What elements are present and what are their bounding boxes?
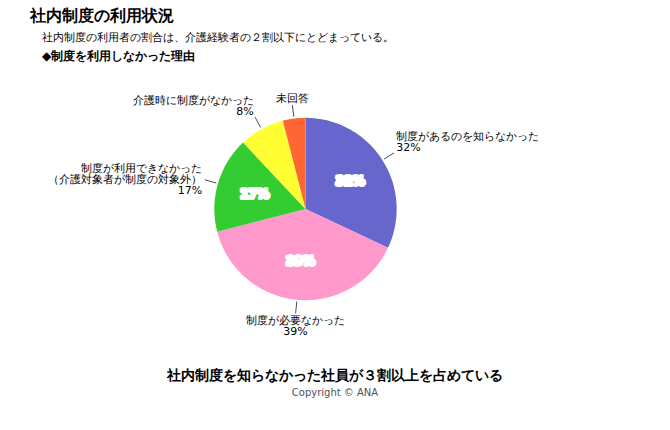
svg-text:32%: 32% [336, 174, 365, 188]
html-text:社内制度の利用状況: 社内制度の利用状況 [30, 6, 174, 25]
svg-text:制度が必要なかった39%: 制度が必要なかった39% [246, 314, 345, 338]
svg-text:介護時に制度がなかった8%: 介護時に制度がなかった8% [133, 94, 254, 118]
html-text:社内制度の利用者の割合は、介護経験者の２割以下にとどまってい: 社内制度の利用者の割合は、介護経験者の２割以下にとどまっている。 [42, 31, 394, 44]
html-text:◆制度を利用しなかった理由: ◆制度を利用しなかった理由 [42, 49, 196, 63]
svg-text:制度があるのを知らなかった32%: 制度があるのを知らなかった32% [396, 130, 539, 154]
html-text:社内制度を知らなかった社員が３割以上を占めている: 社内制度を知らなかった社員が３割以上を占めている [167, 367, 503, 383]
svg-text:制度が利用できなかった（介護対象者が制度の対象外）17%: 制度が利用できなかった（介護対象者が制度の対象外）17% [48, 162, 202, 197]
svg-text:未回答: 未回答 [276, 92, 309, 105]
svg-text:39%: 39% [286, 254, 315, 268]
svg-text:17%: 17% [240, 187, 269, 201]
html-text:Copyright © ANA: Copyright © ANA [291, 387, 379, 398]
